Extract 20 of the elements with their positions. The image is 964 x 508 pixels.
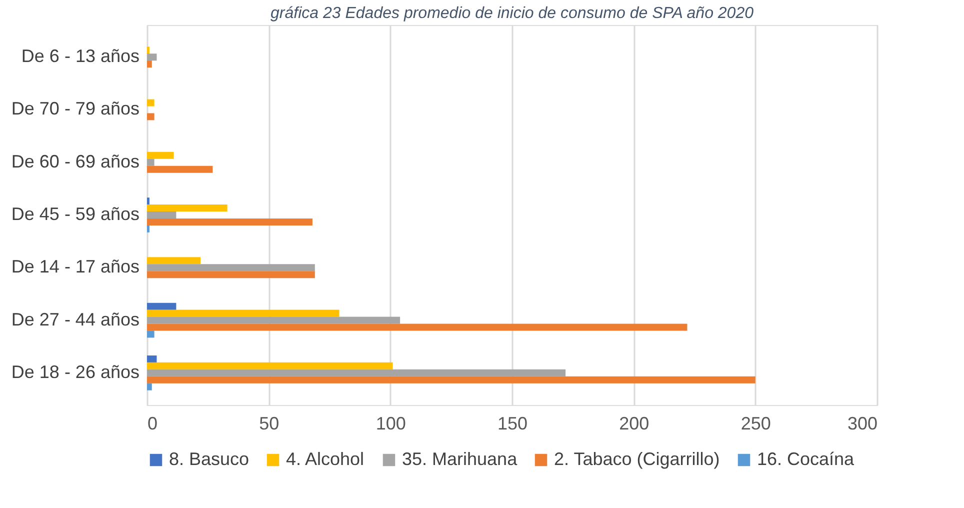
legend-label: 16. Cocaína [757, 449, 856, 469]
y-tick-label: De 45 - 59 años [11, 204, 140, 224]
x-tick-label: 250 [740, 414, 771, 434]
x-tick-label: 100 [376, 414, 406, 434]
y-tick-label: De 70 - 79 años [11, 98, 140, 119]
x-tick-label: 150 [497, 414, 528, 434]
legend-label: 35. Marihuana [402, 449, 518, 469]
y-tick-label: De 27 - 44 años [11, 309, 140, 330]
y-tick-label: De 60 - 69 años [11, 151, 140, 172]
x-tick-label: 300 [847, 414, 878, 434]
chart-title: gráfica 23 Edades promedio de inicio de consumo de SPA año 2020 [270, 5, 754, 22]
y-tick-label: De 6 - 13 años [21, 46, 140, 66]
y-tick-label: De 14 - 17 años [11, 256, 140, 277]
legend-label: 8. Basuco [169, 449, 250, 469]
x-tick-label: 50 [259, 414, 280, 434]
legend-label: 2. Tabaco (Cigarrillo) [554, 449, 720, 469]
y-tick-label: De 18 - 26 años [11, 362, 140, 382]
x-tick-label: 0 [148, 414, 158, 434]
x-tick-label: 200 [619, 414, 650, 434]
legend-label: 4. Alcohol [286, 449, 364, 469]
